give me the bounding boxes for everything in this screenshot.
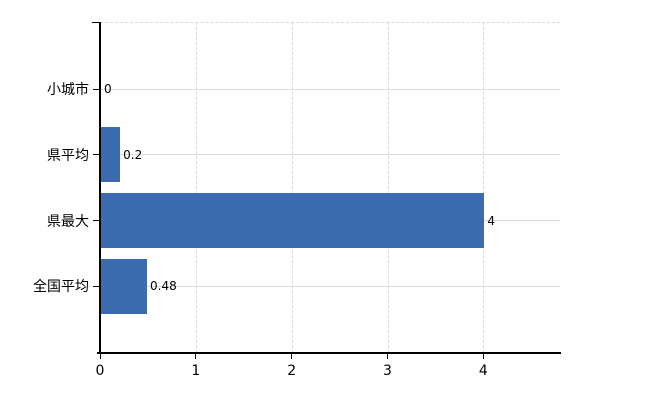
y-axis-tick — [93, 154, 100, 156]
x-tick-label: 2 — [287, 363, 297, 379]
row-gridline — [100, 88, 560, 90]
category-label: 県平均 — [47, 147, 89, 164]
x-axis-line — [97, 352, 561, 354]
y-axis-tick — [93, 285, 100, 287]
bar-value-label: 4 — [487, 213, 495, 228]
x-axis-tick — [387, 353, 388, 359]
y-axis-line — [99, 22, 101, 353]
bar-value-label: 0.48 — [150, 279, 177, 294]
x-axis-tick — [291, 353, 293, 359]
y-axis-tick — [93, 220, 100, 222]
bar — [101, 258, 147, 314]
x-tick-label: 0 — [95, 363, 105, 379]
plot-top-border — [100, 22, 560, 23]
y-axis-end-tick — [92, 22, 100, 23]
bar — [101, 127, 121, 183]
vertical-gridline — [195, 22, 197, 353]
bar-value-label: 0.2 — [123, 147, 143, 162]
x-tick-label: 3 — [383, 363, 392, 379]
vertical-gridline — [291, 22, 293, 353]
bar — [101, 193, 485, 249]
bar-value-label: 0 — [104, 82, 112, 96]
category-label: 小城市 — [47, 82, 89, 98]
y-axis-tick — [93, 88, 100, 90]
row-gridline — [100, 285, 560, 287]
vertical-gridline — [483, 22, 485, 353]
category-label: 全国平均 — [33, 279, 89, 296]
x-axis-tick — [482, 353, 484, 359]
x-axis-tick — [195, 353, 197, 359]
x-axis-tick — [99, 353, 101, 359]
row-gridline — [100, 154, 560, 156]
x-tick-label: 1 — [191, 363, 201, 379]
vertical-gridline — [387, 22, 389, 353]
category-label: 県最大 — [47, 213, 89, 230]
x-tick-label: 4 — [478, 363, 488, 379]
